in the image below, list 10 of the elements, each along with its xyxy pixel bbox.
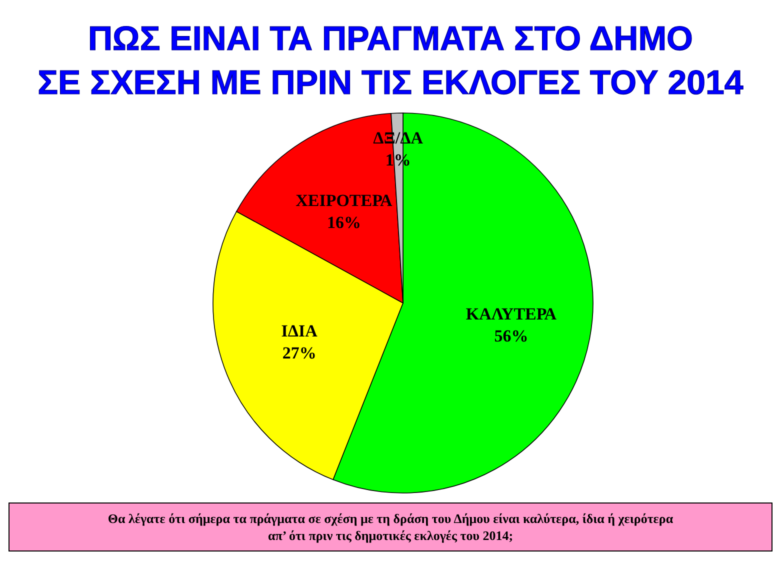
slice-label: ΧΕΙΡΟΤΕΡΑ — [296, 190, 394, 210]
slice-label: ΚΑΛΥΤΕΡΑ — [466, 304, 558, 324]
text: Θα λέγατε ότι σήμερα τα πράγματα σε σχέση με τη δράση του Δήμου είναι καλύτερα, ίδια ή χειρότερα απ’ ότι πριν τις δημοτικές εκλογές του 2014; — [108, 511, 674, 543]
data-label: 1% — [385, 150, 411, 170]
data-label: 27% — [282, 343, 316, 362]
data-label: 16% — [326, 212, 361, 232]
slice-label: ΔΞ/ΔΑ — [373, 128, 424, 148]
slice-label: ΙΔΙΑ — [281, 321, 318, 340]
data-label: 56% — [494, 326, 528, 346]
chart-title: ΠΩΣ ΕΙΝΑΙ ΤΑ ΠΡΑΓΜΑΤΑ ΣΤΟ ΔΗΜΟ ΣΕ ΣΧΕΣΗ ΜΕ ΠΡΙΝ ΤΙΣ ΕΚΛΟΓΕΣ ΤΟΥ 2014 — [38, 20, 744, 102]
